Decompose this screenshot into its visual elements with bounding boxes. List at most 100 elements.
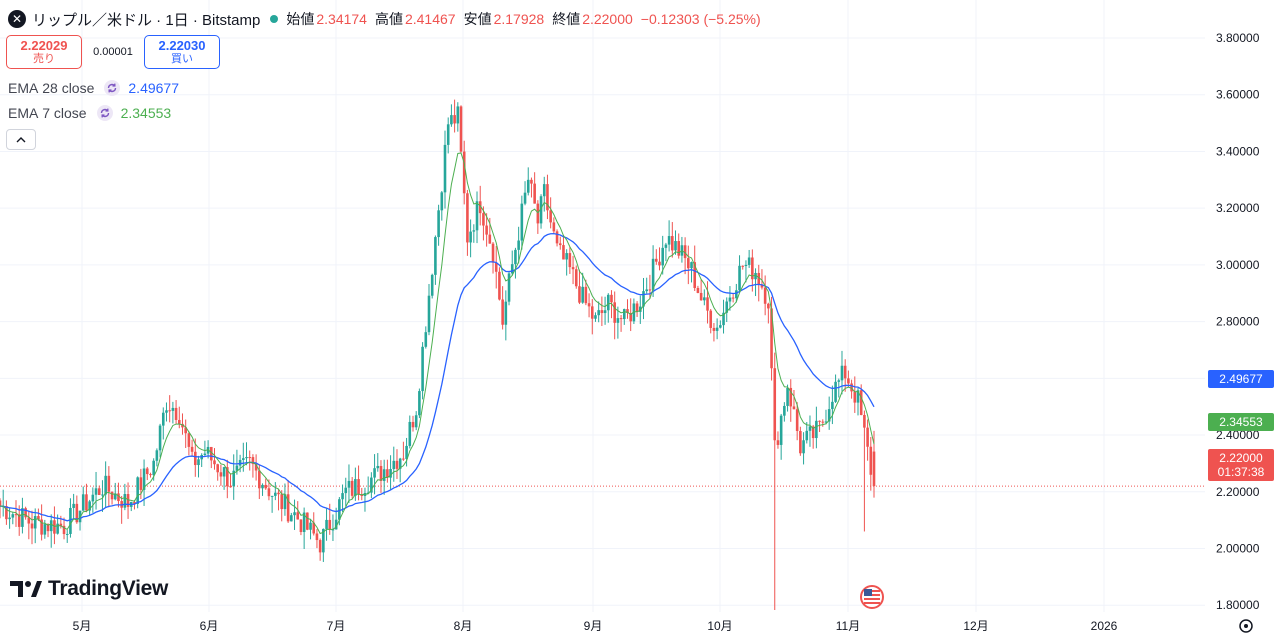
candle-body xyxy=(715,327,719,331)
candle-body xyxy=(731,297,735,299)
candle-body xyxy=(248,457,252,459)
candle-body xyxy=(331,529,335,531)
candle-body xyxy=(546,184,549,211)
candle-body xyxy=(94,488,98,495)
candle-body xyxy=(430,274,434,296)
candle-body xyxy=(251,457,255,465)
candle-body xyxy=(699,292,703,301)
price-axis[interactable]: 3.80000 3.60000 3.40000 3.20000 3.00000 2.800… xyxy=(1216,31,1260,612)
candle-body xyxy=(24,508,27,518)
candle-body xyxy=(462,151,466,194)
time-axis[interactable]: 5月 6月 7月 8月 9月 10月 11月 12月 2026 xyxy=(73,619,1118,633)
candle-body xyxy=(91,494,95,502)
candle-body xyxy=(75,503,79,523)
candle-body xyxy=(808,426,812,431)
candle-body xyxy=(136,477,139,504)
candle-body xyxy=(622,309,626,320)
candle-body xyxy=(408,421,412,446)
candle-body xyxy=(722,312,725,326)
us-flag-icon[interactable] xyxy=(860,585,884,609)
candle-body xyxy=(46,524,50,532)
collapse-legend-button[interactable] xyxy=(6,129,36,150)
candle-body xyxy=(43,524,47,535)
candle-body xyxy=(619,318,623,320)
indicator-ema7[interactable]: EMA 7 close 2.34553 xyxy=(8,104,171,122)
candle-body xyxy=(507,273,511,302)
candle-body xyxy=(671,236,674,251)
candle-body xyxy=(33,516,37,529)
candle-body xyxy=(450,115,453,125)
candle-body xyxy=(190,446,194,452)
time-tick-label: 12月 xyxy=(963,619,988,633)
svg-text:2.34553: 2.34553 xyxy=(1219,415,1263,429)
candle-body xyxy=(635,303,639,312)
price-tick-label: 3.80000 xyxy=(1216,31,1260,45)
candle-body xyxy=(107,475,111,492)
close-value: 2.22000 xyxy=(582,11,633,27)
candle-body xyxy=(818,420,821,422)
candle-body xyxy=(411,421,415,428)
time-tick-label: 8月 xyxy=(454,619,473,633)
candle-body xyxy=(152,460,155,476)
candle-body xyxy=(533,183,536,204)
symbol-title[interactable]: リップル／米ドル · 1日 · Bitstamp xyxy=(32,11,261,29)
candle-body xyxy=(424,332,428,347)
candle-body xyxy=(421,346,424,392)
buy-label: 買い xyxy=(171,53,193,65)
candle-body xyxy=(869,446,873,475)
time-tick-label: 9月 xyxy=(584,619,603,633)
candle-body xyxy=(78,510,82,523)
candle-body xyxy=(123,494,127,508)
settings-gear-icon[interactable] xyxy=(1239,619,1253,633)
candle-body xyxy=(434,237,437,275)
candle-body xyxy=(824,421,828,423)
candle-body xyxy=(126,494,130,507)
indicator-ema28[interactable]: EMA 28 close 2.49677 xyxy=(8,79,179,97)
refresh-icon[interactable] xyxy=(104,80,121,96)
candle-body xyxy=(850,383,853,392)
candle-body xyxy=(395,460,399,469)
sell-button[interactable]: 2.22029 売り xyxy=(6,35,82,69)
candle-body xyxy=(872,451,876,487)
ema28-price-tag: 2.49677 xyxy=(1208,370,1274,388)
buy-button[interactable]: 2.22030 買い xyxy=(144,35,220,69)
candle-body xyxy=(648,289,652,291)
refresh-icon[interactable] xyxy=(96,105,113,121)
candle-body xyxy=(171,407,175,411)
candle-body xyxy=(299,519,303,533)
tradingview-logo[interactable]: TradingView xyxy=(10,577,168,601)
candle-body xyxy=(373,468,376,478)
ema7-line xyxy=(0,152,875,535)
candle-body xyxy=(264,484,268,489)
candle-body xyxy=(197,459,200,466)
candle-body xyxy=(664,244,668,248)
candles xyxy=(0,99,876,610)
candle-body xyxy=(783,405,786,416)
candle-body xyxy=(62,525,66,535)
candle-body xyxy=(286,494,290,522)
time-tick-label: 10月 xyxy=(707,619,732,633)
candle-body xyxy=(14,514,18,516)
candle-body xyxy=(350,480,354,496)
candle-body xyxy=(501,299,504,325)
chevron-up-icon xyxy=(16,136,26,142)
candle-body xyxy=(386,469,389,478)
candle-body xyxy=(805,430,809,441)
candle-body xyxy=(88,501,91,511)
candle-body xyxy=(571,267,575,270)
candle-body xyxy=(517,240,520,250)
candle-body xyxy=(847,378,850,384)
time-tick-label: 5月 xyxy=(73,619,92,633)
candle-body xyxy=(751,257,754,280)
candle-body xyxy=(709,310,713,328)
candle-body xyxy=(21,508,24,527)
candle-body xyxy=(161,412,165,426)
candle-body xyxy=(578,286,581,303)
candle-body xyxy=(491,243,495,263)
candle-body xyxy=(328,519,332,530)
candle-body xyxy=(357,479,360,495)
candle-body xyxy=(226,467,229,487)
candle-body xyxy=(799,430,802,454)
candle-body xyxy=(651,258,655,290)
